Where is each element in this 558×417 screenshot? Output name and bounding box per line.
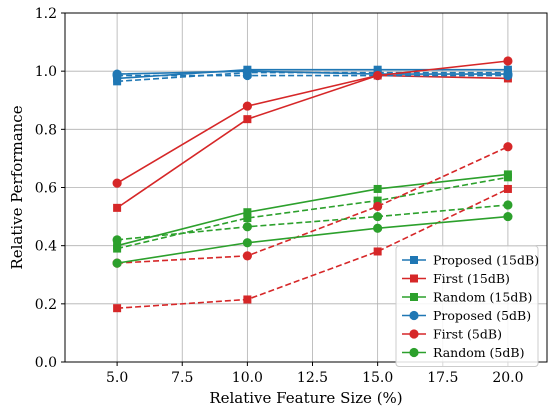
- data-point: [242, 70, 252, 81]
- data-point: [503, 70, 513, 81]
- data-point: [503, 142, 513, 152]
- legend-label: Random (15dB): [433, 290, 532, 305]
- series-path: [117, 68, 508, 80]
- x-tick-label: 5.0: [106, 370, 128, 386]
- series-path: [117, 70, 508, 75]
- data-point: [373, 223, 383, 233]
- series-line: [113, 184, 512, 313]
- legend-label: Proposed (5dB): [433, 308, 531, 323]
- series-path: [117, 146, 509, 264]
- series-path: [117, 188, 509, 309]
- data-point: [373, 184, 382, 193]
- series-line: [112, 56, 513, 188]
- legend-marker: [409, 347, 419, 358]
- legend-entry: Random (5dB): [402, 345, 524, 360]
- x-tick-label: 17.5: [427, 370, 458, 386]
- axes: 5.0 7.5 10.0 12.5 15.0 17.5 20.0 0.00.20.40.60…: [8, 6, 548, 407]
- data-point: [243, 295, 252, 304]
- legend-label: First (5dB): [433, 327, 502, 342]
- data-point: [242, 238, 252, 248]
- x-tick-label: 7.5: [171, 370, 193, 386]
- legend-marker: [410, 274, 418, 283]
- series-path: [116, 215, 508, 264]
- legend-marker: [409, 310, 419, 321]
- legend-entry: First (15dB): [402, 271, 510, 286]
- y-tick-label: 0.0: [35, 355, 57, 371]
- data-point: [113, 304, 122, 313]
- data-point: [373, 211, 383, 222]
- y-tick-label: 0.4: [35, 239, 57, 255]
- legend-marker: [409, 329, 419, 339]
- data-point: [373, 247, 382, 256]
- legend-entry: Proposed (5dB): [402, 308, 531, 323]
- data-point: [503, 200, 513, 210]
- data-point: [113, 203, 122, 212]
- data-point: [112, 178, 122, 188]
- data-point: [503, 173, 512, 182]
- data-point: [373, 196, 382, 205]
- series-path: [116, 173, 509, 247]
- legend-entry: Random (15dB): [402, 290, 532, 305]
- y-tick-label: 0.6: [35, 181, 57, 197]
- x-tick-label: 12.5: [297, 370, 328, 386]
- series-path: [117, 204, 508, 241]
- data-point: [242, 251, 252, 261]
- data-point: [242, 222, 252, 232]
- x-tick-label: 10.0: [232, 370, 263, 386]
- data-point: [113, 77, 122, 86]
- y-axis-ticks: 0.0 0.2 0.4 0.6 0.8 1.0 1.2: [35, 6, 65, 371]
- data-point: [503, 184, 512, 193]
- data-point: [112, 258, 122, 268]
- data-point: [243, 115, 252, 124]
- series-path: [116, 74, 508, 209]
- legend-label: Random (5dB): [433, 345, 524, 360]
- plot-series: [112, 56, 513, 313]
- data-point: [373, 70, 383, 81]
- legend-label: First (15dB): [433, 271, 510, 286]
- data-point: [112, 235, 122, 245]
- data-point: [243, 208, 252, 217]
- y-tick-label: 0.2: [35, 297, 57, 313]
- legend-marker: [410, 293, 418, 301]
- series-path: [116, 60, 509, 184]
- legend-label: Proposed (15dB): [433, 253, 539, 268]
- data-point: [373, 201, 383, 212]
- y-tick-label: 1.0: [35, 64, 57, 80]
- y-tick-label: 0.8: [35, 122, 57, 138]
- x-axis-title: Relative Feature Size (%): [209, 389, 402, 407]
- legend-marker: [410, 256, 418, 264]
- legend-entry: Proposed (15dB): [402, 253, 539, 268]
- x-axis-ticks: 5.0 7.5 10.0 12.5 15.0 17.5 20.0: [106, 362, 524, 386]
- x-tick-label: 20.0: [492, 370, 523, 386]
- data-point: [242, 101, 252, 111]
- series-line: [112, 211, 513, 268]
- legend: Proposed (15dB) First (15dB) Random (15dB)…: [395, 245, 539, 367]
- data-point: [113, 244, 122, 253]
- data-point: [243, 214, 252, 223]
- series-path: [117, 71, 508, 83]
- series-line: [112, 200, 513, 245]
- y-axis-title: Relative Performance: [8, 105, 26, 269]
- x-tick-label: 15.0: [362, 370, 393, 386]
- data-point: [503, 56, 513, 66]
- data-point: [503, 211, 513, 222]
- y-tick-label: 1.2: [35, 6, 57, 22]
- legend-box: [395, 245, 539, 367]
- data-point: [112, 70, 122, 81]
- legend-entry: First (5dB): [402, 327, 502, 342]
